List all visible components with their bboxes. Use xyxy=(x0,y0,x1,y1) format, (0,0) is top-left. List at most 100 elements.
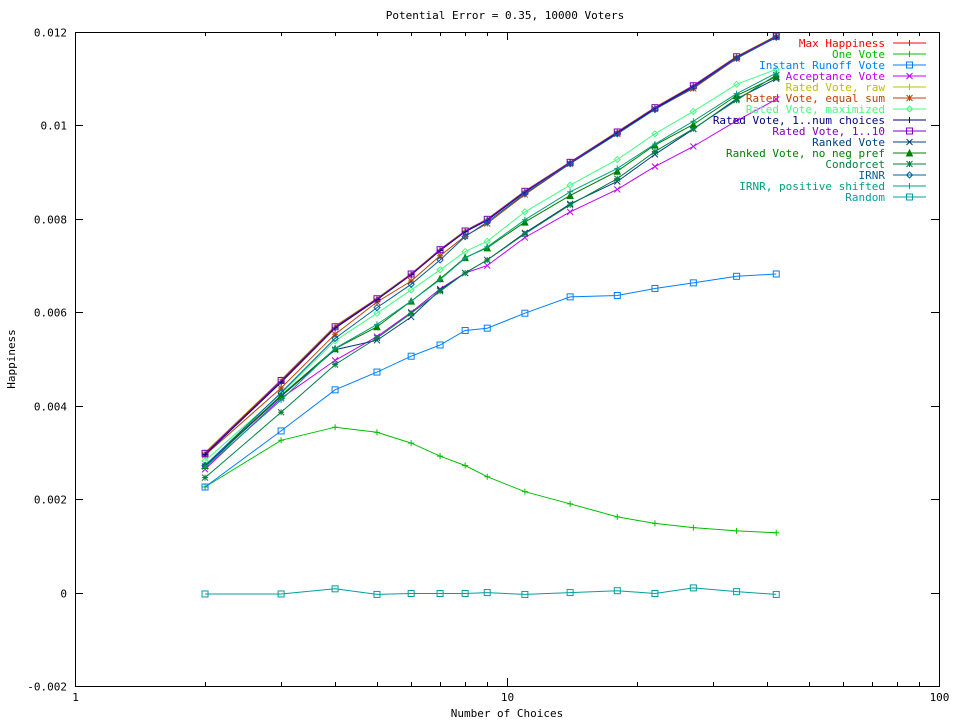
data-point xyxy=(906,72,913,80)
data-point xyxy=(733,527,740,534)
data-point xyxy=(407,286,415,294)
series-line xyxy=(204,36,777,466)
data-point xyxy=(906,160,913,168)
data-point xyxy=(905,105,914,113)
data-point xyxy=(733,117,740,125)
data-point xyxy=(373,321,380,328)
series xyxy=(201,33,780,459)
data-point xyxy=(651,141,658,148)
data-point xyxy=(461,232,469,241)
data-point xyxy=(408,298,415,305)
y-axis-label: Happiness xyxy=(5,329,18,389)
legend-label: One Vote xyxy=(832,48,885,61)
data-point xyxy=(566,181,574,189)
data-point xyxy=(278,397,285,404)
data-point xyxy=(461,269,469,277)
data-point xyxy=(732,80,741,89)
data-point xyxy=(906,117,913,123)
data-point xyxy=(651,284,659,292)
data-point xyxy=(906,40,913,46)
data-point xyxy=(566,160,574,168)
legend-label: Condorcet xyxy=(825,158,885,171)
legend-label: Rated Vote, maximized xyxy=(746,103,885,116)
y-tick-label: 0.01 xyxy=(41,120,68,133)
data-point xyxy=(690,524,697,531)
legend-label: Random xyxy=(845,191,885,204)
data-point xyxy=(436,341,444,349)
data-point xyxy=(689,83,698,92)
data-point xyxy=(277,384,285,392)
data-point xyxy=(331,386,339,394)
data-point xyxy=(483,256,491,264)
data-point xyxy=(436,287,444,295)
data-point xyxy=(613,130,621,138)
legend-label: Max Happiness xyxy=(799,37,885,50)
legend-label: Ranked Vote xyxy=(812,136,885,149)
data-point xyxy=(651,520,658,527)
data-point xyxy=(567,500,574,507)
data-point xyxy=(277,388,285,397)
data-point xyxy=(906,193,913,201)
y-tick-label: 0.008 xyxy=(34,214,67,227)
series xyxy=(201,71,780,482)
data-point xyxy=(521,230,529,238)
data-point xyxy=(521,488,528,495)
data-point xyxy=(201,590,209,598)
data-point xyxy=(483,220,491,227)
data-point xyxy=(373,590,381,598)
data-point xyxy=(436,590,444,598)
data-point xyxy=(373,309,381,317)
data-point xyxy=(407,590,415,598)
series xyxy=(201,584,780,598)
axes: -0.002 0 0.002 0.004 0.006 0.008 0.01 0.012 1 10 1… xyxy=(27,27,949,705)
data-point xyxy=(331,361,339,368)
data-point xyxy=(521,590,529,598)
data-point xyxy=(461,327,469,335)
data-point xyxy=(461,590,469,598)
data-point xyxy=(521,309,529,317)
data-point xyxy=(566,201,574,209)
data-point xyxy=(521,216,528,223)
legend-label: Rated Vote, 1..10 xyxy=(772,125,885,138)
data-point xyxy=(733,272,741,280)
y-tick-label: 0.012 xyxy=(34,27,67,40)
series-layer xyxy=(201,32,781,598)
data-point xyxy=(772,270,780,278)
series xyxy=(201,270,780,491)
x-tick-label: 1 xyxy=(72,691,79,704)
data-point xyxy=(651,148,659,155)
data-point xyxy=(906,127,913,135)
data-point xyxy=(201,474,209,482)
data-point xyxy=(277,427,285,435)
series xyxy=(202,34,780,458)
data-point xyxy=(331,330,339,338)
legend-label: IRNR xyxy=(859,169,886,182)
x-axis-label: Number of Choices xyxy=(451,707,564,720)
data-point xyxy=(613,175,621,183)
data-point xyxy=(373,334,381,342)
data-point xyxy=(732,54,741,62)
data-point xyxy=(651,130,659,138)
data-point xyxy=(437,276,444,283)
data-point xyxy=(906,84,913,90)
data-point xyxy=(772,95,780,103)
data-point xyxy=(772,33,780,41)
data-point xyxy=(373,295,381,303)
data-point xyxy=(613,186,621,193)
data-point xyxy=(332,424,339,431)
data-point xyxy=(905,148,914,157)
y-tick-label: -0.002 xyxy=(27,681,67,694)
chart-title: Potential Error = 0.35, 10000 Voters xyxy=(386,9,624,22)
data-point xyxy=(773,70,780,77)
data-point xyxy=(566,293,574,301)
data-point xyxy=(331,585,339,593)
y-tick-label: 0.006 xyxy=(34,307,67,320)
series-line xyxy=(204,273,777,488)
legend-label: Rated Vote, raw xyxy=(786,81,886,94)
data-point xyxy=(651,105,659,114)
series xyxy=(201,75,780,470)
data-point xyxy=(566,208,574,216)
data-point xyxy=(407,280,415,288)
data-point xyxy=(331,323,339,331)
